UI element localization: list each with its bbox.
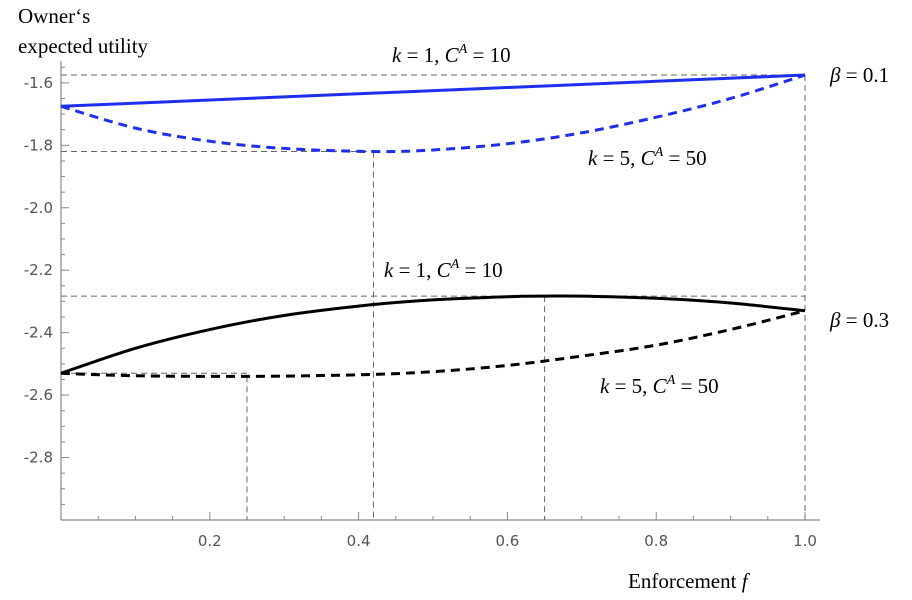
label-beta-03: β = 0.3: [829, 308, 889, 332]
y-tick-label: -1.8: [24, 136, 53, 154]
label-k1-c10-beta03: k = 1, CA = 10: [384, 257, 503, 282]
y-tick-label: -2.2: [24, 261, 53, 279]
x-axis-title: Enforcement f: [628, 569, 751, 593]
series-line-beta-03-solid: [60, 294, 806, 375]
guide-lines: [61, 74, 806, 520]
x-tick-label: 0.8: [644, 532, 668, 550]
x-tick-label: 0.4: [347, 532, 371, 550]
y-tick-label: -1.6: [24, 74, 53, 92]
tick-group: -1.6 -1.8 -2.0 -2.2 -2.4 -2.6 -2.8 0.2 0.4 0.6 0.8…: [24, 66, 817, 550]
y-axis-title-line1: Owner‘s: [18, 4, 90, 28]
series-layer: [60, 73, 806, 378]
series-line-beta-03-dashed: [60, 309, 806, 378]
label-k1-c10-beta01: k = 1, CA = 10: [392, 42, 511, 67]
x-tick-label: 1.0: [793, 532, 817, 550]
label-k5-c50-beta01: k = 5, CA = 50: [588, 145, 707, 170]
y-tick-label: -2.4: [24, 324, 53, 342]
x-tick-label: 0.6: [495, 532, 519, 550]
x-tick-label: 0.2: [198, 532, 222, 550]
label-beta-01: β = 0.1: [829, 63, 889, 87]
y-axis-title-line2: expected utility: [18, 34, 149, 58]
y-tick-label: -2.8: [24, 449, 53, 467]
y-tick-label: -2.6: [24, 386, 53, 404]
series-line-beta-01-dashed: [60, 73, 806, 154]
series-line-beta-01-solid: [60, 73, 806, 108]
y-tick-label: -2.0: [24, 199, 53, 217]
label-k5-c50-beta03: k = 5, CA = 50: [600, 373, 719, 398]
